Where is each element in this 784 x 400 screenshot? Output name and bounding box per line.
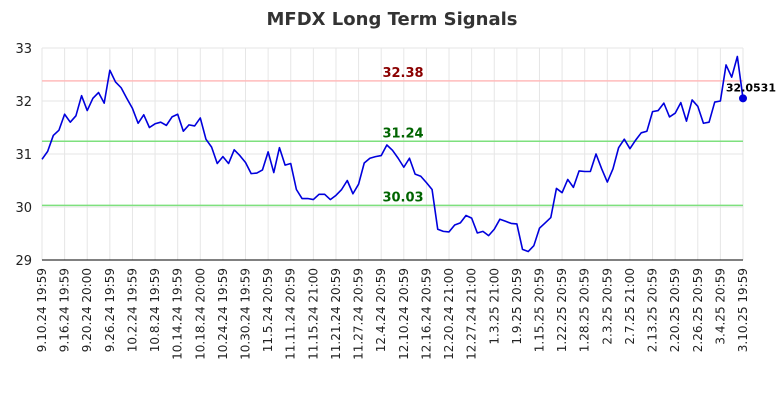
x-tick-label: 11.27.24 20:59 (352, 268, 366, 360)
x-tick-label: 10.2.24 19:59 (125, 268, 139, 352)
last-point-marker (739, 94, 747, 103)
x-tick-label: 1.9.25 20:59 (510, 268, 524, 345)
x-tick-label: 3.10.25 19:59 (736, 268, 750, 352)
last-value-label: 32.0531 (726, 81, 776, 94)
x-tick-label: 12.20.24 21:00 (442, 268, 456, 360)
x-tick-label: 11.21.24 20:59 (329, 268, 343, 360)
y-tick-label: 29 (15, 254, 32, 269)
x-tick-label: 9.20.24 20:00 (80, 268, 94, 352)
reference-line-label: 31.24 (382, 126, 423, 141)
x-tick-label: 2.26.25 20:59 (691, 268, 705, 352)
x-tick-label: 2.7.25 21:00 (623, 268, 637, 345)
x-tick-label: 9.26.24 19:59 (103, 268, 117, 352)
x-tick-label: 9.16.24 19:59 (58, 268, 72, 352)
x-tick-label: 9.10.24 19:59 (35, 268, 49, 352)
x-tick-label: 12.10.24 20:59 (397, 268, 411, 360)
series-line (41, 55, 744, 253)
reference-lines (42, 80, 743, 207)
x-tick-label: 11.11.24 20:59 (284, 268, 298, 360)
axes: 29 30 31 32 33 9.10.24 19:59 9.16.24 19:59 9.20… (15, 42, 750, 360)
y-tick-label: 30 (15, 201, 32, 216)
x-tick-label: 12.4.24 20:59 (374, 268, 388, 352)
x-tick-label: 2.3.25 20:59 (600, 268, 614, 345)
x-tick-label: 11.5.24 20:59 (261, 268, 275, 352)
reference-line-label: 32.38 (382, 66, 423, 81)
x-tick-label: 1.3.25 21:00 (487, 268, 501, 345)
x-tick-label: 10.8.24 19:59 (148, 268, 162, 352)
x-tick-label: 1.28.25 20:59 (578, 268, 592, 352)
x-tick-label: 11.15.24 21:00 (306, 268, 320, 360)
x-tick-label: 2.13.25 20:59 (646, 268, 660, 352)
grid (41, 47, 744, 261)
x-tick-label: 10.14.24 19:59 (171, 268, 185, 360)
x-tick-label: 1.22.25 20:59 (555, 268, 569, 352)
x-tick-label: 1.15.25 20:59 (532, 268, 546, 352)
chart-title: MFDX Long Term Signals (267, 9, 518, 30)
labels: 32.38 31.24 30.03 32.0531 (382, 66, 776, 206)
x-tick-label: 10.24.24 19:59 (216, 268, 230, 360)
y-tick-label: 33 (15, 42, 32, 57)
x-tick-label: 12.16.24 20:59 (419, 268, 433, 360)
reference-line-label: 30.03 (382, 190, 423, 205)
y-tick-label: 31 (15, 148, 32, 163)
x-tick-label: 2.20.25 20:59 (668, 268, 682, 352)
x-tick-label: 10.30.24 19:59 (239, 268, 253, 360)
x-tick-label: 10.18.24 20:00 (193, 268, 207, 360)
y-tick-label: 32 (15, 95, 32, 110)
x-tick-label: 3.4.25 20:59 (713, 268, 727, 345)
series-layer (41, 55, 747, 253)
x-tick-label: 12.27.24 21:00 (465, 268, 479, 360)
